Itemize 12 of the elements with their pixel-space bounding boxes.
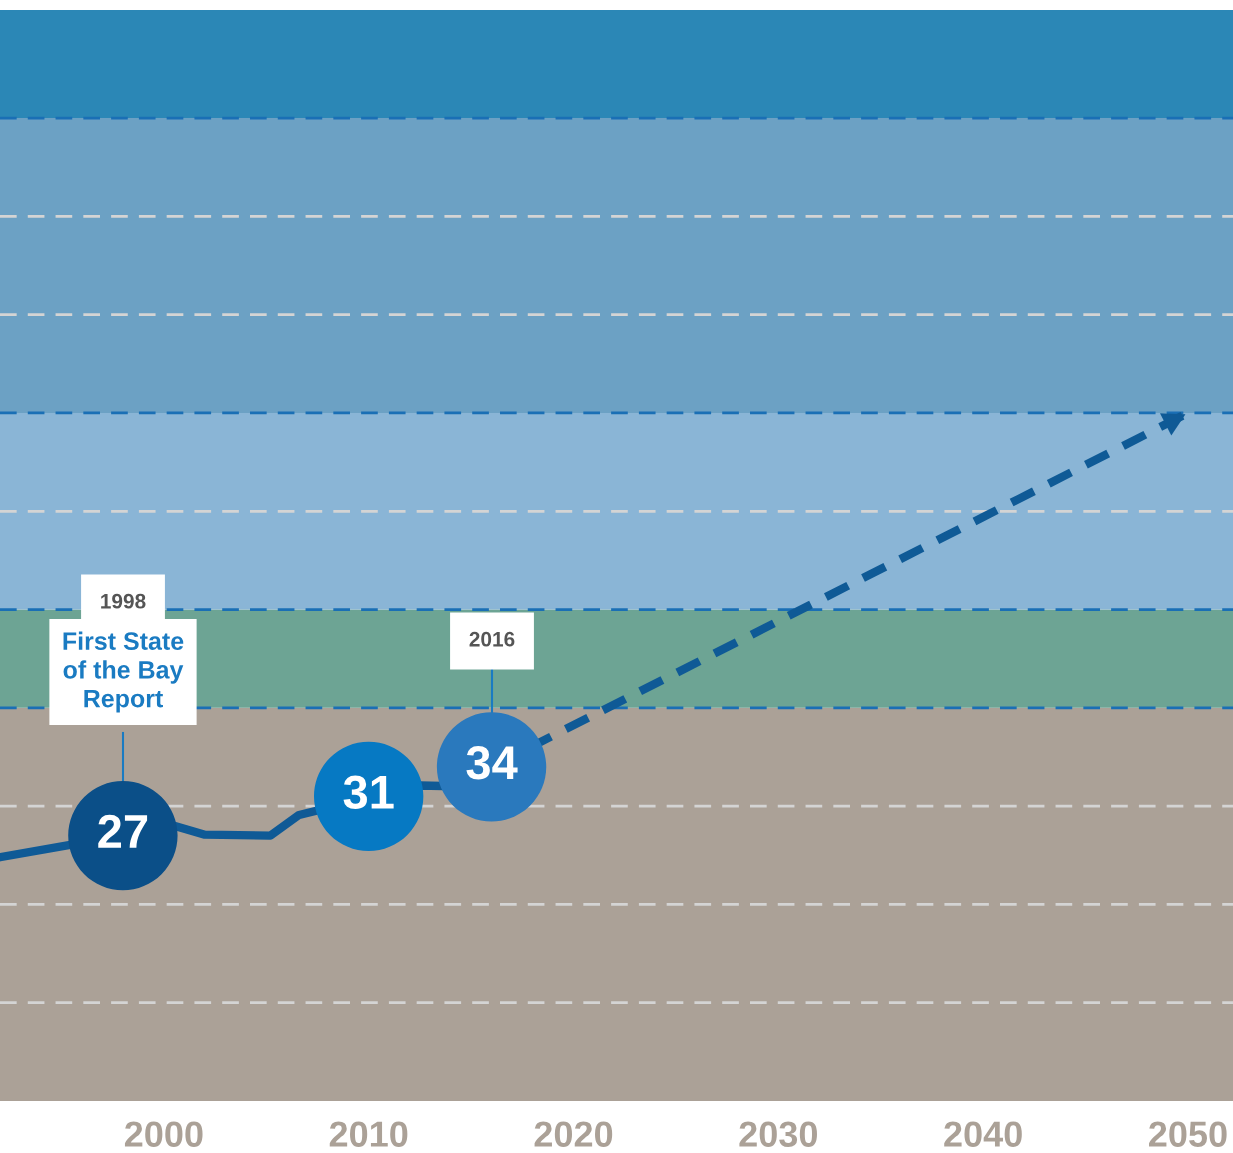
annotation: 2016 (469, 631, 515, 647)
x-tick-label: 2020 (534, 1121, 613, 1147)
annotation: First State of the Bay Report (63, 631, 184, 713)
x-tick-label: 2050 (1149, 1121, 1227, 1147)
annotation: 1998 (101, 593, 146, 609)
data-label: 27 (98, 814, 148, 848)
x-tick-label: 2040 (944, 1121, 1022, 1147)
data-label: 34 (466, 746, 518, 780)
x-tick-label: 2000 (124, 1121, 203, 1147)
data-label: 31 (343, 775, 394, 810)
x-tick-label: 2010 (329, 1121, 408, 1147)
x-tick-label: 2030 (739, 1121, 817, 1148)
